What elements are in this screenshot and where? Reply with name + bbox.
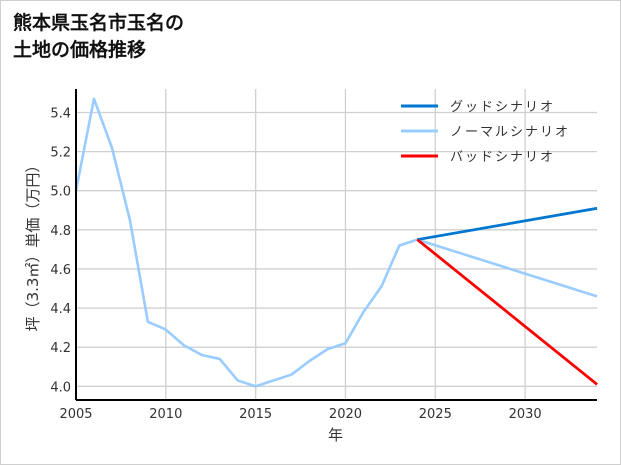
legend-label: グッドシナリオ bbox=[450, 100, 555, 115]
legend-label: バッドシナリオ bbox=[450, 150, 555, 165]
y-tick-label: 4.6 bbox=[50, 263, 71, 278]
series-line-1 bbox=[74, 97, 598, 388]
y-tick-label: 4.0 bbox=[50, 380, 71, 395]
x-tick-label: 2030 bbox=[509, 407, 542, 422]
x-tick-label: 2005 bbox=[59, 407, 92, 422]
x-tick-label: 2020 bbox=[329, 407, 362, 422]
series-line-overlay-0 bbox=[417, 207, 598, 241]
y-tick-label: 4.2 bbox=[50, 341, 71, 356]
legend-label: ノーマルシナリオ bbox=[450, 125, 570, 140]
series-line-overlay-2 bbox=[416, 238, 598, 386]
x-tick-label: 2025 bbox=[419, 407, 452, 422]
y-axis-label: 坪（3.3㎡）単価（万円） bbox=[24, 158, 42, 332]
x-tick-label: 2015 bbox=[239, 407, 272, 422]
y-tick-label: 5.0 bbox=[50, 185, 71, 200]
chart-title: 熊本県玉名市玉名の 土地の価格推移 bbox=[13, 12, 185, 61]
y-tick-label: 4.4 bbox=[50, 302, 71, 317]
x-axis-label: 年 bbox=[328, 426, 343, 444]
x-tick-label: 2010 bbox=[149, 407, 182, 422]
y-tick-label: 5.2 bbox=[50, 146, 71, 161]
y-tick-label: 4.8 bbox=[50, 224, 71, 239]
y-tick-label: 5.4 bbox=[50, 106, 71, 121]
